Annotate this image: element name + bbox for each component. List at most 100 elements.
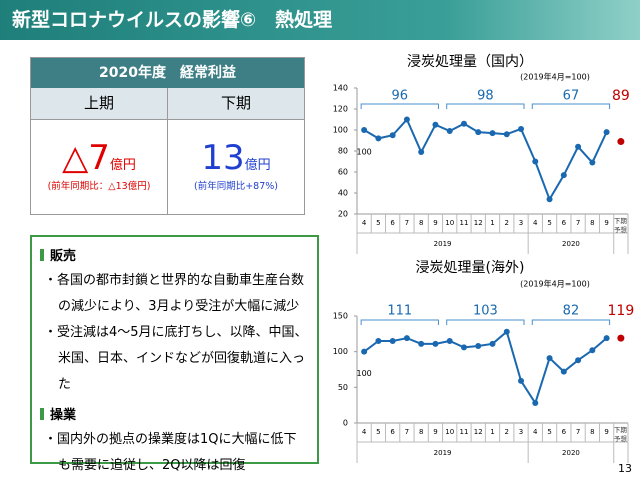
chart-note: (2019年4月=100) bbox=[520, 72, 590, 82]
x-tick-label: 4 bbox=[533, 219, 538, 227]
bracket bbox=[446, 103, 525, 109]
point bbox=[503, 328, 510, 335]
y-tick-label: 0 bbox=[343, 419, 348, 428]
x-tick-label: 4 bbox=[533, 428, 538, 436]
summary-box: 販売 ・各国の都市封鎖と世界的な自動車生産台数の減少により、3月より受注が大幅に… bbox=[30, 235, 319, 473]
data-label: 100 bbox=[356, 148, 371, 157]
point bbox=[475, 129, 482, 136]
point bbox=[460, 120, 467, 127]
year-label: 2019 bbox=[434, 240, 452, 248]
y-tick-label: 40 bbox=[338, 189, 348, 198]
x-tick-label: 10 bbox=[445, 428, 454, 436]
column-header: 上期 bbox=[83, 94, 114, 112]
cell-note: (前年同期比：△13億円) bbox=[47, 181, 151, 192]
cell-unit: 億円 bbox=[244, 158, 271, 173]
y-tick-label: 150 bbox=[333, 312, 348, 321]
point bbox=[546, 355, 553, 362]
point bbox=[432, 121, 439, 128]
point bbox=[546, 196, 553, 203]
point bbox=[361, 348, 368, 355]
point bbox=[489, 340, 496, 347]
section-heading: 操業 bbox=[40, 404, 309, 423]
x-tick-label: 7 bbox=[576, 219, 580, 227]
cell-unit: 億円 bbox=[109, 158, 136, 173]
point bbox=[475, 342, 482, 349]
point bbox=[403, 116, 410, 123]
x-tick-label: 5 bbox=[376, 219, 380, 227]
x-tick-label: 3 bbox=[519, 428, 523, 436]
x-tick-label: 11 bbox=[460, 219, 469, 227]
period-label: 82 bbox=[563, 304, 580, 319]
period-label: 67 bbox=[563, 89, 580, 104]
point bbox=[560, 368, 567, 375]
point bbox=[432, 340, 439, 347]
y-tick-label: 60 bbox=[338, 168, 348, 177]
x-tick-label: 5 bbox=[547, 219, 551, 227]
x-tick-label-box: 下期予想 bbox=[613, 217, 627, 234]
point bbox=[617, 334, 625, 342]
x-tick-label: 10 bbox=[445, 219, 454, 227]
x-tick-label: 9 bbox=[433, 219, 437, 227]
point bbox=[489, 130, 496, 137]
x-tick-label: 9 bbox=[604, 219, 608, 227]
x-tick-label: 7 bbox=[405, 219, 409, 227]
section-heading: 販売 bbox=[40, 245, 309, 264]
cell: △7億円 (前年同期比：△13億円) bbox=[31, 120, 167, 215]
period-label: 103 bbox=[473, 304, 498, 319]
point bbox=[446, 128, 453, 135]
period-label: 111 bbox=[387, 304, 412, 319]
cell-value: △7 bbox=[62, 138, 110, 178]
point bbox=[617, 138, 625, 146]
x-tick-label: 下期予想 bbox=[613, 217, 627, 234]
x-tick-label: 6 bbox=[562, 428, 567, 436]
x-tick-label: 2 bbox=[505, 428, 509, 436]
bullet: ・受注減は4～5月に底打ちし、以降、中国、米国、日本、インドなどが回復軌道に入っ… bbox=[44, 325, 308, 392]
point bbox=[389, 132, 396, 139]
year-label: 2019 bbox=[434, 449, 452, 457]
bracket bbox=[446, 319, 525, 325]
x-tick-label: 8 bbox=[590, 428, 594, 436]
x-tick-label-box: 下期予想 bbox=[614, 426, 627, 443]
point bbox=[375, 135, 382, 142]
cell-note: (前年同期比+87%) bbox=[194, 181, 278, 192]
x-tick-label: 8 bbox=[419, 219, 423, 227]
x-tick-label: 4 bbox=[362, 219, 367, 227]
x-tick-label: 1 bbox=[490, 428, 494, 436]
x-tick-label: 5 bbox=[376, 428, 380, 436]
header-title: 新型コロナウイルスの影響⑥ 熱処理 bbox=[0, 0, 640, 40]
x-tick-label: 12 bbox=[474, 219, 483, 227]
period-label: 96 bbox=[392, 89, 409, 104]
point bbox=[532, 158, 539, 165]
forecast-label: 89 bbox=[612, 88, 630, 104]
point bbox=[603, 335, 610, 342]
point bbox=[403, 335, 410, 342]
x-tick-label: 11 bbox=[460, 428, 469, 436]
point bbox=[532, 400, 539, 407]
x-tick-label: 6 bbox=[562, 219, 567, 227]
line bbox=[363, 117, 608, 202]
y-tick-label: 80 bbox=[338, 147, 348, 156]
point bbox=[503, 131, 510, 138]
x-tick-label: 6 bbox=[390, 219, 395, 227]
x-tick-label: 3 bbox=[519, 219, 523, 227]
point bbox=[518, 125, 525, 132]
point bbox=[575, 357, 582, 364]
x-tick-label: 9 bbox=[604, 428, 608, 436]
point bbox=[518, 377, 525, 384]
line bbox=[363, 329, 608, 406]
x-tick-label: 4 bbox=[362, 428, 367, 436]
point bbox=[361, 127, 368, 133]
x-tick-label: 7 bbox=[405, 428, 409, 436]
point bbox=[560, 172, 567, 179]
point bbox=[603, 129, 610, 136]
profit-table: 2020年度 経常利益 上期 下期 △7億円 (前年同期比：△13億円) 13億円(… bbox=[30, 57, 305, 215]
period-label: 98 bbox=[477, 89, 494, 104]
chart-note: (2019年4月=100) bbox=[520, 279, 590, 289]
forecast-label: 119 bbox=[608, 303, 635, 319]
y-tick-label: 100 bbox=[333, 126, 348, 135]
data-label: 100 bbox=[356, 369, 371, 378]
bracket bbox=[360, 103, 439, 109]
x-tick-label: 9 bbox=[433, 428, 437, 436]
cell-value: 13 bbox=[201, 138, 245, 178]
